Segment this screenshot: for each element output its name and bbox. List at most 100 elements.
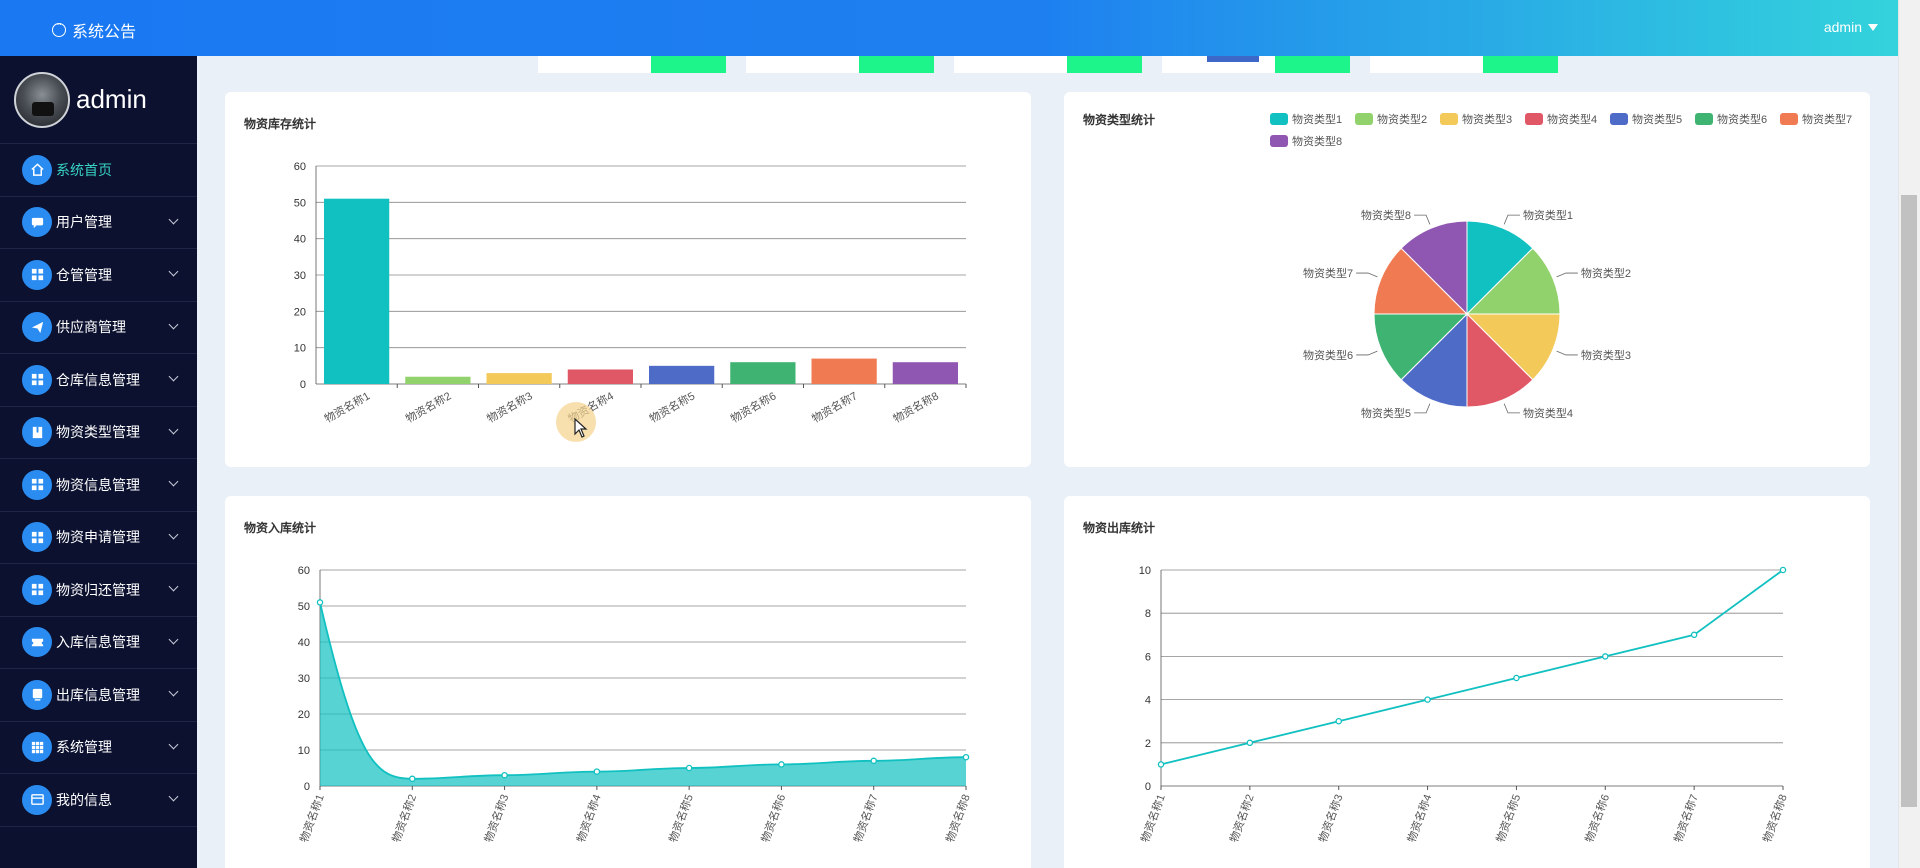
system-notice-link[interactable]: 系统公告 [52,18,136,42]
y-tick-label: 60 [298,565,310,577]
legend-swatch [1440,113,1458,125]
scrollbar-thumb[interactable] [1901,195,1917,807]
sidebar-item[interactable]: 入库信息管理 [0,617,197,669]
x-tick-label: 物资名称4 [1404,792,1434,844]
bar [811,358,877,384]
bar [324,198,390,384]
x-tick-label: 物资名称3 [1315,792,1345,844]
grid-icon [22,522,52,553]
x-tick-label: 物资名称1 [322,388,372,425]
sidebar-item-label: 物资申请管理 [56,529,140,546]
x-tick-label: 物资名称6 [1582,792,1612,844]
message-icon [52,19,66,37]
chevron-down-icon [168,529,179,539]
stat-card-accent [1483,56,1558,73]
sidebar-item-label: 我的信息 [56,791,112,808]
sidebar-item[interactable]: 系统首页 [0,144,197,197]
y-tick-label: 40 [294,234,306,246]
legend-swatch [1270,135,1288,147]
x-tick-label: 物资名称3 [481,792,511,844]
chevron-down-icon [168,319,179,329]
bar [649,365,715,384]
apps-icon [22,732,52,763]
type-chart-panel: 物资类型统计 物资类型1 物资类型2 物资类型3 物资类型4 物资类型5 物资类型6 物资类… [1064,92,1870,467]
data-point [962,753,970,761]
bar [567,369,633,384]
inbound-chart-panel: 物资入库统计 0 10 20 30 40 50 60 物资名称1 物资名称2 物资名称3 物资名称4… [225,496,1031,868]
sidebar-item[interactable]: 仓库信息管理 [0,354,197,407]
x-tick-label: 物资名称8 [890,388,940,425]
stat-card-highlight [1207,56,1259,62]
tablet-icon [22,679,52,710]
sidebar-item[interactable]: 我的信息 [0,774,197,827]
chevron-down-icon [168,476,179,487]
y-tick-label: 8 [1145,608,1151,620]
sidebar: admin 系统首页 用户管理 仓管管理 供应商管理 仓库信息管理 物资类型管理 物资信息管… [0,56,197,868]
sidebar-item-label: 物资归还管理 [56,581,140,598]
sidebar-item[interactable]: 系统管理 [0,722,197,774]
user-dropdown[interactable]: admin [1824,19,1878,35]
y-tick-label: 30 [298,673,310,685]
outbound-line-chart: 0 2 4 6 8 10 物资名称1 物资名称2 物资名称3 物资名称4 物资名称5 物资名称6 物资名… [1138,565,1790,844]
y-tick-label: 50 [294,197,306,209]
main-content: 物资库存统计 0 10 20 30 40 50 60 物资名称1 物资名称2 物资名称3 物资名称4… [197,56,1898,868]
y-tick-label: 4 [1145,695,1151,707]
page-scrollbar[interactable] [1898,0,1920,868]
sidebar-item[interactable]: 出库信息管理 [0,669,197,722]
sidebar-item[interactable]: 物资归还管理 [0,564,197,617]
stat-card-accent [1275,56,1350,73]
sidebar-item[interactable]: 仓管管理 [0,249,197,302]
bar [405,376,471,384]
bar [892,362,958,384]
pie-slice [1466,220,1534,316]
stat-card [538,56,726,73]
data-point [1513,674,1520,682]
pie-label-line [1356,350,1378,356]
send-icon [22,312,52,343]
pie-label-line [1414,214,1431,225]
pie-slice [1465,313,1561,381]
chevron-down-icon [168,739,179,749]
sidebar-item[interactable]: 物资申请管理 [0,512,197,564]
data-point [1424,696,1431,703]
pie-slice [1400,312,1468,408]
sidebar-item[interactable]: 物资类型管理 [0,407,197,459]
mouse-cursor-icon [574,418,588,438]
sidebar-item-label: 系统首页 [56,161,112,178]
x-tick-label: 物资名称2 [389,792,419,844]
y-tick-label: 40 [298,637,310,649]
chart-title: 物资类型统计 [1083,113,1156,127]
grid-icon [22,574,52,605]
sidebar-item-label: 仓管管理 [56,266,112,283]
x-tick-label: 物资名称1 [297,792,327,844]
legend-swatch [1355,113,1373,125]
chevron-down-icon [168,214,179,224]
data-point [1779,566,1787,574]
data-point [1246,739,1254,747]
legend-label: 物资类型2 [1377,112,1427,126]
y-tick-label: 60 [294,161,306,173]
sidebar-item-label: 系统管理 [56,739,112,756]
y-tick-label: 6 [1145,651,1151,663]
pie-label-line [1556,350,1578,356]
series-line [319,602,967,780]
pie-label-line [1356,272,1378,278]
grid-icon [22,364,52,395]
pie-label: 物资类型3 [1581,348,1631,362]
sidebar-item-label: 入库信息管理 [56,634,140,651]
sidebar-item-label: 物资类型管理 [56,424,140,441]
sidebar-item[interactable]: 用户管理 [0,197,197,249]
stat-card [746,56,934,73]
pie-label-line [1556,272,1578,278]
chevron-down-icon [168,634,179,644]
legend-swatch [1525,113,1543,125]
y-tick-label: 2 [1145,738,1151,750]
pie-label: 物资类型4 [1523,406,1573,420]
legend-swatch [1780,113,1798,125]
legend-label: 物资类型6 [1717,112,1767,126]
x-tick-label: 物资名称1 [1138,792,1168,844]
sidebar-item[interactable]: 供应商管理 [0,302,197,354]
sidebar-item[interactable]: 物资信息管理 [0,459,197,512]
inventory-chart-panel: 物资库存统计 0 10 20 30 40 50 60 物资名称1 物资名称2 物资名称3 物资名称4… [225,92,1031,467]
x-tick-label: 物资名称4 [573,792,603,844]
